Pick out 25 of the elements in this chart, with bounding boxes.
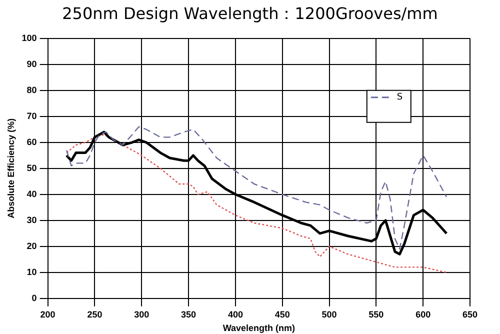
- y-tick-label: 60: [26, 136, 37, 147]
- x-axis-title: Wavelength (nm): [222, 323, 295, 334]
- y-tick-label: 80: [26, 84, 37, 95]
- y-tick-label: 40: [26, 188, 37, 199]
- x-tick-label: 300: [134, 309, 150, 320]
- y-tick-label: 50: [26, 162, 37, 173]
- y-tick-label: 10: [26, 266, 37, 277]
- x-tick-label: 550: [368, 309, 384, 320]
- y-tick-label: 90: [26, 58, 37, 69]
- chart-title: 250nm Design Wavelength：1200Grooves/mm: [61, 4, 439, 25]
- x-tick-label: 350: [181, 309, 196, 320]
- x-tick-label: 600: [416, 309, 431, 320]
- y-tick-label: 0: [32, 292, 37, 303]
- x-tick-label: 450: [274, 309, 290, 320]
- y-tick-label: 70: [26, 110, 37, 121]
- x-tick-label: 400: [228, 309, 243, 320]
- y-tick-label: 100: [22, 32, 37, 43]
- x-tick-label: 200: [40, 309, 56, 320]
- x-tick-label: 500: [322, 309, 337, 320]
- legend-label: S: [396, 92, 403, 103]
- y-axis-title: Absolute Efficiency (%): [6, 118, 16, 218]
- x-tick-label: 250: [87, 309, 102, 320]
- y-tick-label: 30: [26, 214, 37, 225]
- y-tick-label: 20: [26, 240, 37, 251]
- x-tick-label: 650: [462, 309, 478, 320]
